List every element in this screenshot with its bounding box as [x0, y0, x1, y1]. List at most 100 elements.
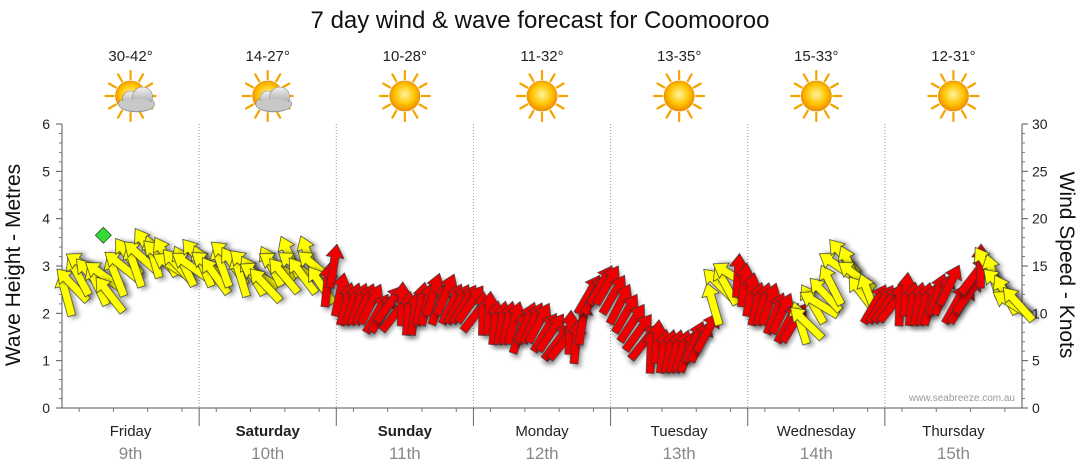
- sun-ray: [967, 82, 977, 89]
- day-date: 11th: [389, 444, 421, 463]
- day-labels: Friday 9th Saturday 10th Sunday 11th Monday 12t…: [110, 423, 985, 463]
- sun-ray: [116, 109, 124, 119]
- cloud-part: [119, 99, 154, 111]
- sun-ray: [665, 73, 672, 83]
- day-name: Friday: [110, 423, 152, 440]
- sun-ray: [829, 103, 840, 110]
- sun-disc: [663, 80, 695, 112]
- day-name: Sunday: [378, 423, 433, 440]
- sun-disc: [389, 80, 421, 112]
- temperature-range: 12-31°: [931, 48, 975, 65]
- sun-ray: [802, 73, 809, 83]
- y-left-tick-label: 5: [42, 163, 50, 179]
- day-date: 13th: [663, 444, 696, 463]
- sun-ray: [939, 73, 947, 83]
- y-left-tick-label: 6: [42, 116, 50, 132]
- temperature-range: 30-42°: [108, 48, 152, 65]
- sun-ray: [930, 82, 940, 89]
- temperature-range: 13-35°: [657, 48, 701, 65]
- sun-icon: [653, 69, 706, 123]
- day-date: 10th: [251, 444, 284, 463]
- sun-icon: [927, 69, 980, 123]
- wind-arrow: [56, 268, 91, 304]
- sun-ray: [418, 103, 428, 110]
- day-name: Tuesday: [651, 423, 708, 440]
- sun-ray: [802, 109, 809, 119]
- sun-ray: [382, 103, 392, 110]
- y-left-tick-label: 2: [42, 305, 50, 321]
- y-right-tick-label: 20: [1032, 211, 1048, 227]
- sun-ray: [418, 82, 428, 89]
- wind-arrow: [935, 264, 963, 307]
- temperature-range: 11-32°: [520, 48, 563, 65]
- y-axis-right-title: Wind Speed - Knots: [1055, 172, 1078, 359]
- sun-ray: [967, 103, 977, 110]
- day-name: Monday: [515, 423, 569, 440]
- day-name: Saturday: [236, 423, 301, 440]
- sun-ray: [823, 109, 830, 119]
- sun-ray: [391, 73, 398, 83]
- wind-arrow: [249, 268, 284, 305]
- cloud-part: [256, 99, 291, 111]
- temperature-range: 15-33°: [794, 48, 838, 65]
- y-axis-left: 0 1 2 3 4 5 6: [42, 116, 62, 416]
- sun-ray: [686, 73, 693, 83]
- cloud-shape: [255, 86, 293, 113]
- sun-ray: [939, 109, 947, 119]
- wind-arrow: [95, 276, 127, 315]
- sun-ray: [144, 82, 154, 89]
- wind-arrow: [325, 243, 345, 289]
- sun-ray: [391, 109, 398, 119]
- wind-arrow: [809, 277, 844, 314]
- sun-ray: [412, 109, 419, 119]
- day-date: 9th: [119, 444, 143, 463]
- sun-ray: [823, 73, 830, 83]
- temperature-range: 14-27°: [246, 48, 290, 65]
- y-right-tick-label: 15: [1032, 258, 1048, 274]
- sun-icon: [515, 69, 569, 123]
- wind-arrows: [54, 226, 1037, 374]
- sun-disc: [526, 80, 558, 112]
- y-right-tick-label: 25: [1032, 163, 1048, 179]
- sun-ray: [281, 82, 291, 89]
- day-date: 14th: [800, 444, 833, 463]
- sun-ray: [665, 109, 672, 119]
- y-right-tick-label: 30: [1032, 116, 1048, 132]
- sun-ray: [254, 109, 261, 119]
- day-date: 12th: [525, 444, 558, 463]
- wind-arrow: [818, 264, 846, 307]
- sun-disc: [800, 80, 832, 112]
- sun-ray: [382, 82, 392, 89]
- y-left-tick-label: 0: [42, 400, 50, 416]
- sun-ray: [793, 82, 803, 89]
- sun-cloud-icon: [241, 69, 294, 123]
- wind-arrow: [799, 291, 841, 320]
- sun-ray: [412, 73, 419, 83]
- sun-icon: [790, 69, 843, 123]
- sun-ray: [549, 109, 556, 119]
- sun-ray: [960, 109, 968, 119]
- y-axis-left-title: Wave Height - Metres: [2, 164, 25, 366]
- sun-ray: [793, 103, 803, 110]
- cloud-shape: [118, 86, 155, 113]
- sun-ray: [528, 109, 535, 119]
- sun-ray: [692, 82, 702, 89]
- sun-ray: [107, 103, 117, 110]
- sun-ray: [829, 82, 840, 89]
- sun-ray: [519, 103, 529, 110]
- sun-icon: [378, 69, 431, 123]
- sun-ray: [254, 73, 261, 83]
- sun-ray: [555, 82, 565, 89]
- wind-arrow: [790, 307, 826, 342]
- y-left-tick-label: 3: [42, 258, 50, 274]
- day-name: Thursday: [922, 423, 985, 440]
- sun-ray: [528, 73, 535, 83]
- sun-ray: [116, 73, 124, 83]
- sun-ray: [244, 82, 255, 89]
- sun-ray: [656, 82, 666, 89]
- sun-ray: [930, 103, 940, 110]
- sun-ray: [137, 73, 145, 83]
- sun-ray: [275, 73, 282, 83]
